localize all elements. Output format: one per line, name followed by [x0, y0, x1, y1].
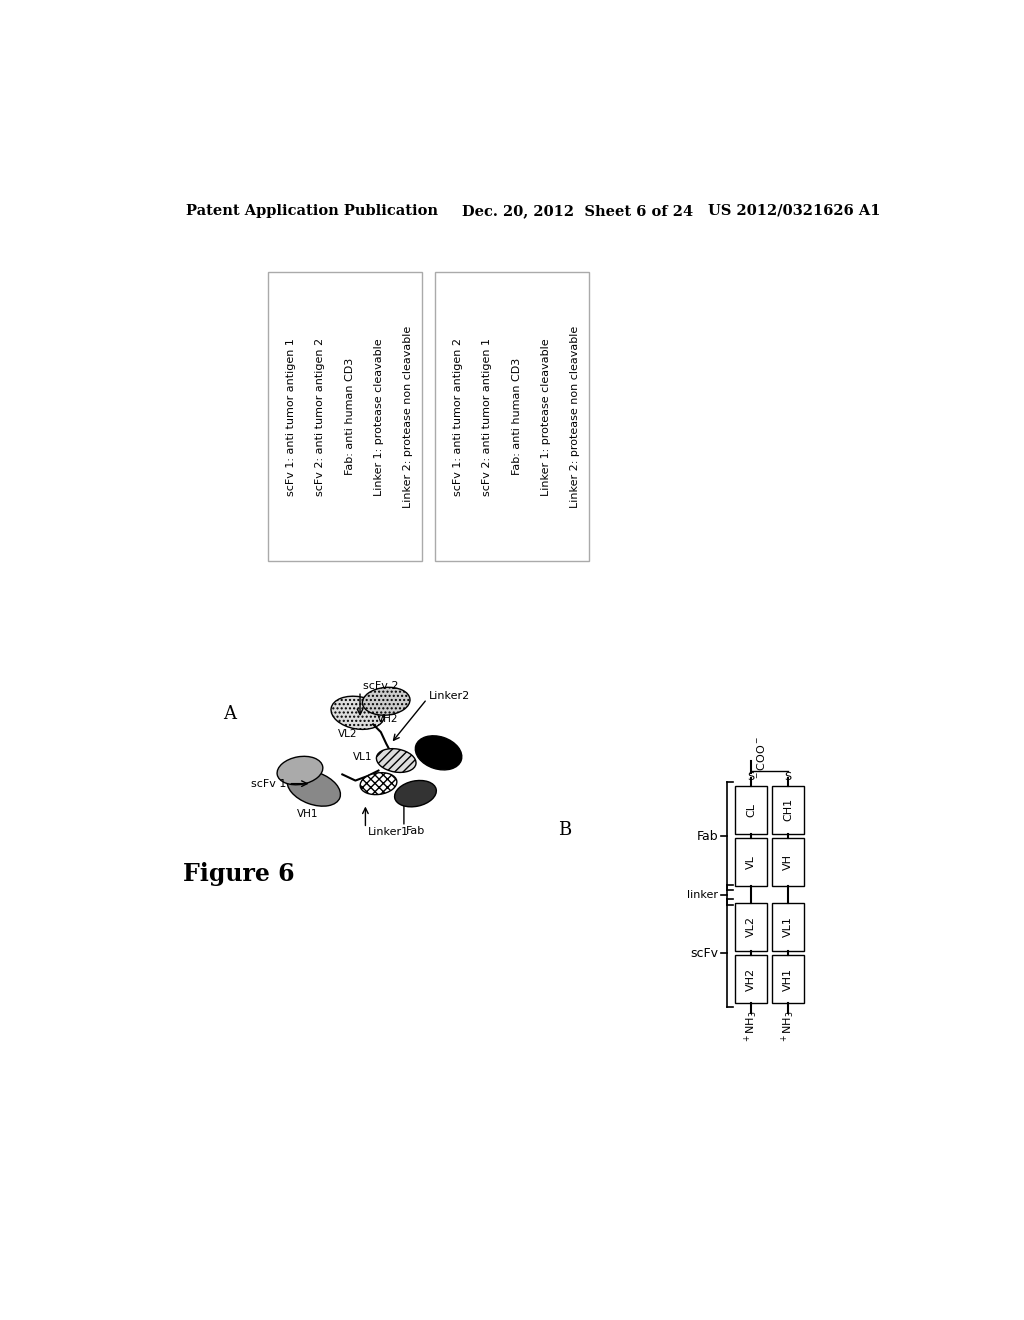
Text: Dec. 20, 2012  Sheet 6 of 24: Dec. 20, 2012 Sheet 6 of 24	[462, 203, 693, 218]
Text: CH1: CH1	[783, 799, 794, 821]
Text: B: B	[558, 821, 571, 838]
Bar	[267, 272, 422, 561]
Text: Fab: Fab	[696, 829, 718, 842]
Ellipse shape	[360, 772, 397, 795]
FancyBboxPatch shape	[735, 785, 767, 834]
Bar	[435, 272, 589, 561]
Text: VL2: VL2	[338, 730, 357, 739]
Text: Figure 6: Figure 6	[183, 862, 295, 887]
Text: VH: VH	[388, 755, 402, 766]
FancyBboxPatch shape	[735, 838, 767, 886]
Text: CL: CL	[746, 803, 756, 817]
Text: Linker2: Linker2	[429, 690, 471, 701]
Text: Linker 2: protease non cleavable: Linker 2: protease non cleavable	[402, 326, 413, 508]
Text: scFv 1: scFv 1	[251, 779, 286, 788]
Text: VL: VL	[746, 855, 756, 869]
Text: Fab: Fab	[407, 825, 425, 836]
Text: S: S	[748, 772, 755, 781]
Text: VL1: VL1	[783, 916, 794, 937]
Ellipse shape	[416, 735, 462, 770]
Ellipse shape	[394, 780, 436, 807]
Ellipse shape	[287, 771, 340, 807]
Text: scFv 2: scFv 2	[364, 681, 398, 690]
Text: A: A	[223, 705, 236, 723]
Text: Fab: anti human CD3: Fab: anti human CD3	[345, 358, 355, 475]
Text: CH1: CH1	[428, 748, 449, 758]
Text: VL: VL	[373, 779, 385, 788]
Text: S: S	[784, 772, 792, 781]
Text: scFv 1: anti tumor antigen 2: scFv 1: anti tumor antigen 2	[453, 338, 463, 496]
Text: Linker1: Linker1	[368, 828, 409, 837]
Text: Linker 1: protease cleavable: Linker 1: protease cleavable	[374, 338, 384, 495]
Text: scFv 2: anti tumor antigen 1: scFv 2: anti tumor antigen 1	[482, 338, 493, 496]
FancyBboxPatch shape	[735, 956, 767, 1003]
Text: VH1: VH1	[783, 968, 794, 991]
Text: scFv 2: anti tumor antigen 2: scFv 2: anti tumor antigen 2	[315, 338, 325, 496]
Text: $^-$COO$^-$: $^-$COO$^-$	[755, 737, 767, 780]
Text: VL2: VL2	[746, 916, 756, 937]
Text: scFv: scFv	[690, 946, 718, 960]
Text: scFv 1: anti tumor antigen 1: scFv 1: anti tumor antigen 1	[286, 338, 296, 496]
Text: Linker 2: protease non cleavable: Linker 2: protease non cleavable	[569, 326, 580, 508]
Text: Patent Application Publication: Patent Application Publication	[186, 203, 438, 218]
FancyBboxPatch shape	[772, 785, 804, 834]
Text: VH1: VH1	[297, 809, 318, 820]
Text: VH2: VH2	[746, 968, 756, 991]
Ellipse shape	[377, 748, 416, 772]
Text: linker: linker	[687, 890, 718, 899]
Ellipse shape	[362, 688, 410, 715]
Ellipse shape	[278, 756, 323, 785]
Text: CL: CL	[410, 788, 422, 799]
Text: VL1: VL1	[353, 752, 373, 763]
Text: US 2012/0321626 A1: US 2012/0321626 A1	[708, 203, 881, 218]
Text: VH2: VH2	[377, 714, 398, 723]
Text: Fab: anti human CD3: Fab: anti human CD3	[512, 358, 522, 475]
FancyBboxPatch shape	[772, 903, 804, 950]
Ellipse shape	[331, 696, 384, 730]
Text: $^+$NH$_3$: $^+$NH$_3$	[742, 1010, 760, 1043]
FancyBboxPatch shape	[772, 956, 804, 1003]
FancyBboxPatch shape	[735, 903, 767, 950]
FancyBboxPatch shape	[772, 838, 804, 886]
Text: VH: VH	[783, 854, 794, 870]
Text: $^+$NH$_3$: $^+$NH$_3$	[779, 1010, 797, 1043]
Text: Linker 1: protease cleavable: Linker 1: protease cleavable	[542, 338, 551, 495]
